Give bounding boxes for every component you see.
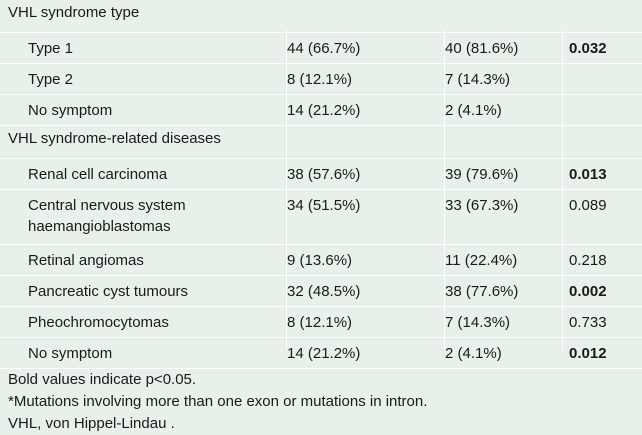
cell-group-a: 9 (13.6%) bbox=[287, 244, 445, 276]
cell-group-b: 39 (79.6%) bbox=[445, 158, 563, 190]
row-label: Retinal angiomas bbox=[0, 244, 287, 276]
row-label: No symptom bbox=[0, 94, 287, 126]
table-row: Retinal angiomas 9 (13.6%) 11 (22.4%) 0.… bbox=[0, 244, 642, 276]
row-label: Central nervous system haemangioblastoma… bbox=[0, 189, 287, 245]
table-row: Type 2 8 (12.1%) 7 (14.3%) bbox=[0, 63, 642, 95]
cell-group-a: 38 (57.6%) bbox=[287, 158, 445, 190]
section-heading: VHL syndrome type bbox=[8, 4, 140, 21]
cell-p-value: 0.089 bbox=[563, 189, 642, 245]
table-row: Pheochromocytomas 8 (12.1%) 7 (14.3%) 0.… bbox=[0, 306, 642, 338]
section-heading-row: VHL syndrome type bbox=[0, 0, 642, 33]
cell-group-b: 11 (22.4%) bbox=[445, 244, 563, 276]
footnote: *Mutations involving more than one exon … bbox=[8, 393, 428, 410]
cell-group-b: 2 (4.1%) bbox=[445, 337, 563, 369]
table-row: Pancreatic cyst tumours 32 (48.5%) 38 (7… bbox=[0, 275, 642, 307]
cell-p-value: 0.002 bbox=[563, 275, 642, 307]
table-row: Central nervous system haemangioblastoma… bbox=[0, 189, 642, 245]
row-label: Pheochromocytomas bbox=[0, 306, 287, 338]
cell-group-b: 7 (14.3%) bbox=[445, 63, 563, 95]
cell-p-value: 0.013 bbox=[563, 158, 642, 190]
column-divider bbox=[286, 30, 287, 350]
table-footnotes: Bold values indicate p<0.05. *Mutations … bbox=[0, 369, 642, 435]
cell-p-value: 0.218 bbox=[563, 244, 642, 276]
cell-group-b: 40 (81.6%) bbox=[445, 32, 563, 64]
cell-group-a: 44 (66.7%) bbox=[287, 32, 445, 64]
column-divider bbox=[444, 30, 445, 350]
cell-group-b: 33 (67.3%) bbox=[445, 189, 563, 245]
cell-p-value bbox=[563, 63, 642, 95]
cell-group-a: 8 (12.1%) bbox=[287, 63, 445, 95]
cell-group-a: 14 (21.2%) bbox=[287, 94, 445, 126]
table-row: Renal cell carcinoma 38 (57.6%) 39 (79.6… bbox=[0, 158, 642, 190]
table-row: No symptom 14 (21.2%) 2 (4.1%) 0.012 bbox=[0, 337, 642, 369]
data-table: VHL syndrome type Type 1 44 (66.7%) 40 (… bbox=[0, 0, 642, 369]
cell-group-b: 7 (14.3%) bbox=[445, 306, 563, 338]
cell-group-a: 34 (51.5%) bbox=[287, 189, 445, 245]
cell-p-value: 0.032 bbox=[563, 32, 642, 64]
table-row: Type 1 44 (66.7%) 40 (81.6%) 0.032 bbox=[0, 32, 642, 64]
cell-group-a: 8 (12.1%) bbox=[287, 306, 445, 338]
cell-p-value: 0.012 bbox=[563, 337, 642, 369]
cell-p-value bbox=[563, 94, 642, 126]
cell-group-a: 32 (48.5%) bbox=[287, 275, 445, 307]
cell-group-b: 2 (4.1%) bbox=[445, 94, 563, 126]
column-divider bbox=[562, 30, 563, 350]
row-label: Type 1 bbox=[0, 32, 287, 64]
row-label: No symptom bbox=[0, 337, 287, 369]
footnote: Bold values indicate p<0.05. bbox=[8, 371, 197, 388]
row-label: Pancreatic cyst tumours bbox=[0, 275, 287, 307]
cell-group-b: 38 (77.6%) bbox=[445, 275, 563, 307]
row-label: Renal cell carcinoma bbox=[0, 158, 287, 190]
section-heading-row: VHL syndrome-related diseases bbox=[0, 126, 642, 159]
section-heading: VHL syndrome-related diseases bbox=[8, 130, 221, 147]
row-label: Type 2 bbox=[0, 63, 287, 95]
table-row: No symptom 14 (21.2%) 2 (4.1%) bbox=[0, 94, 642, 126]
cell-p-value: 0.733 bbox=[563, 306, 642, 338]
footnote: VHL, von Hippel-Lindau . bbox=[8, 415, 175, 432]
cell-group-a: 14 (21.2%) bbox=[287, 337, 445, 369]
